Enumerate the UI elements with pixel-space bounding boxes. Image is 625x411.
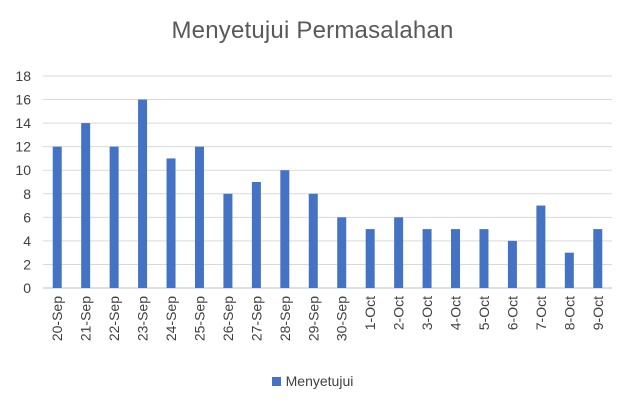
x-tick-label: 25-Sep xyxy=(191,296,207,341)
bar xyxy=(337,217,347,288)
bar xyxy=(223,193,233,288)
bar xyxy=(138,99,148,288)
x-tick-label: 22-Sep xyxy=(106,296,122,341)
x-tick-label: 24-Sep xyxy=(163,296,179,341)
y-tick-label: 0 xyxy=(23,280,31,296)
y-tick-label: 10 xyxy=(15,162,31,178)
legend: Menyetujui xyxy=(0,373,625,389)
x-tick-label: 6-Oct xyxy=(504,296,520,330)
x-tick-label: 27-Sep xyxy=(248,296,264,341)
bar xyxy=(251,182,261,288)
x-tick-label: 29-Sep xyxy=(305,296,321,341)
legend-label: Menyetujui xyxy=(285,373,354,389)
bar xyxy=(109,146,119,288)
y-tick-label: 8 xyxy=(23,186,31,202)
x-tick-label: 26-Sep xyxy=(220,296,236,341)
legend-swatch xyxy=(271,376,281,386)
y-tick-label: 14 xyxy=(15,115,31,131)
bar xyxy=(166,158,176,288)
y-tick-label: 12 xyxy=(15,139,31,155)
bar xyxy=(194,146,204,288)
bar xyxy=(451,229,461,288)
x-tick-label: 2-Oct xyxy=(391,296,407,330)
x-tick-label: 23-Sep xyxy=(135,296,151,341)
x-tick-label: 9-Oct xyxy=(590,296,606,330)
bar xyxy=(308,193,318,288)
y-tick-label: 6 xyxy=(23,209,31,225)
bar xyxy=(564,252,574,288)
x-tick-label: 7-Oct xyxy=(533,296,549,330)
y-tick-label: 2 xyxy=(23,256,31,272)
y-tick-label: 18 xyxy=(15,68,31,84)
chart-title: Menyetujui Permasalahan xyxy=(171,17,454,44)
bar xyxy=(394,217,404,288)
x-tick-label: 21-Sep xyxy=(78,296,94,341)
x-tick-label: 4-Oct xyxy=(448,296,464,330)
y-tick-label: 16 xyxy=(15,92,31,108)
x-tick-label: 28-Sep xyxy=(277,296,293,341)
bar xyxy=(81,123,91,288)
bar xyxy=(507,240,517,288)
bar xyxy=(479,229,489,288)
bar xyxy=(365,229,375,288)
x-tick-label: 1-Oct xyxy=(362,296,378,330)
bar xyxy=(52,146,62,288)
x-tick-label: 3-Oct xyxy=(419,296,435,330)
bar xyxy=(593,229,603,288)
y-tick-label: 4 xyxy=(23,233,31,249)
x-tick-label: 20-Sep xyxy=(49,296,65,341)
x-tick-label: 30-Sep xyxy=(334,296,350,341)
bar xyxy=(536,205,546,288)
bar xyxy=(280,170,290,288)
x-tick-label: 5-Oct xyxy=(476,296,492,330)
bar xyxy=(422,229,432,288)
x-tick-label: 8-Oct xyxy=(561,296,577,330)
